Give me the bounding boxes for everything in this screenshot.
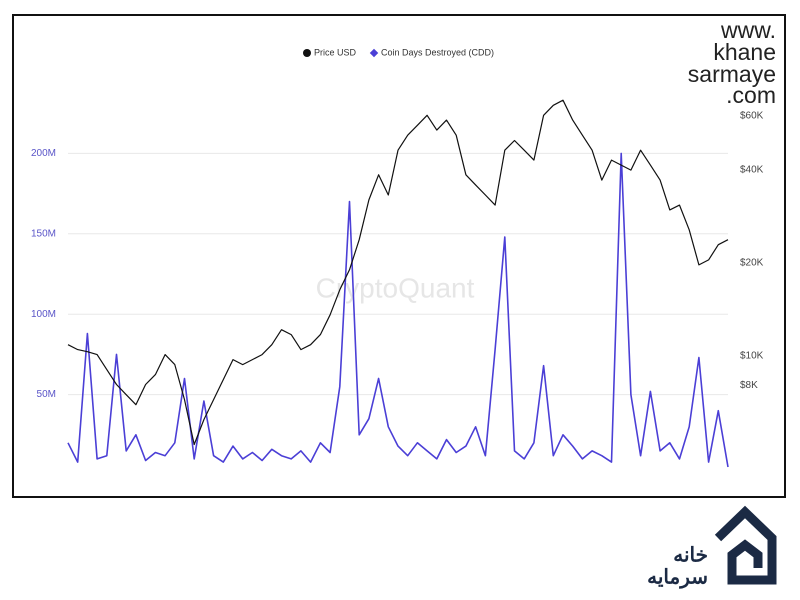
logo-text: خانه xyxy=(673,544,708,566)
y2-tick-label: $40K xyxy=(740,165,764,176)
brand-line: .com xyxy=(726,82,776,108)
brand-line: khane xyxy=(713,39,776,65)
y-tick-label: 100M xyxy=(31,309,56,320)
series-line xyxy=(67,152,729,468)
y2-tick-label: $20K xyxy=(740,257,764,268)
watermark: CryptoQuant xyxy=(316,272,475,303)
y2-tick-label: $60K xyxy=(740,110,764,121)
y2-tick-label: $8K xyxy=(740,380,758,391)
brand-line: sarmaye xyxy=(688,61,776,87)
brand-line: www. xyxy=(720,17,776,43)
frame xyxy=(12,14,786,498)
y-tick-label: 150M xyxy=(31,228,56,239)
y2-tick-label: $10K xyxy=(740,350,764,361)
y-tick-label: 50M xyxy=(37,389,56,400)
series-line xyxy=(67,99,729,446)
legend-label: Price USD xyxy=(314,47,357,57)
legend-marker xyxy=(369,48,379,58)
y-tick-label: 200M xyxy=(31,148,56,159)
logo-icon xyxy=(714,505,777,585)
legend-label: Coin Days Destroyed (CDD) xyxy=(381,47,494,57)
logo-text: سرمایه xyxy=(647,566,708,589)
legend-marker xyxy=(303,49,311,57)
